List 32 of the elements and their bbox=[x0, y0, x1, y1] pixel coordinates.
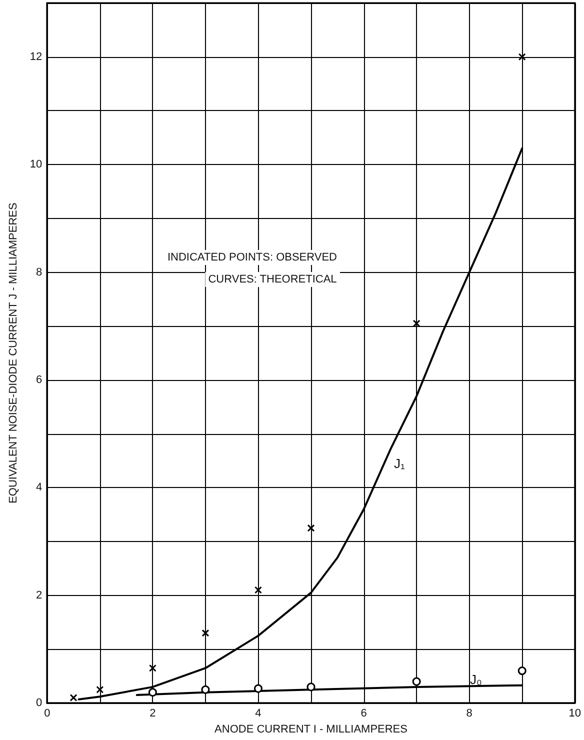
x-tick-label: 6 bbox=[360, 708, 367, 720]
y-tick-label: 8 bbox=[36, 266, 42, 278]
y-tick-label: 6 bbox=[36, 374, 42, 386]
y-tick-label: 4 bbox=[36, 482, 42, 494]
point bbox=[254, 684, 262, 693]
x-tick-label: 8 bbox=[466, 708, 472, 720]
point bbox=[412, 677, 421, 686]
point bbox=[306, 682, 316, 692]
annotation: J₁ bbox=[394, 456, 406, 471]
y-tick-label: 0 bbox=[36, 697, 42, 710]
y-tick-label: 2 bbox=[36, 589, 42, 602]
x-axis-title: ANODE CURRENT I - MILLIAMPERES bbox=[214, 724, 408, 736]
point bbox=[254, 586, 262, 594]
x-tick-label: 4 bbox=[255, 708, 262, 720]
point bbox=[148, 688, 157, 697]
point bbox=[201, 685, 210, 694]
y-tick-label: 10 bbox=[30, 158, 42, 171]
point bbox=[96, 686, 104, 694]
y-tick-label: 12 bbox=[30, 50, 42, 63]
annotation: J₀ bbox=[470, 672, 482, 687]
x-tick-label: 10 bbox=[568, 708, 582, 720]
point bbox=[518, 666, 526, 676]
point bbox=[518, 53, 526, 61]
point bbox=[148, 664, 156, 672]
y-axis-title: EQUIVALENT NOISE-DIODE CURRENT J - MILLIAMPERES bbox=[8, 202, 20, 504]
point bbox=[307, 524, 315, 532]
x-tick-label: 2 bbox=[150, 708, 156, 720]
point bbox=[202, 629, 210, 637]
annotation: INDICATED POINTS: OBSERVED bbox=[167, 252, 338, 264]
x-tick-label: 0 bbox=[44, 708, 50, 720]
annotation: CURVES: THEORETICAL bbox=[208, 274, 337, 286]
point bbox=[70, 694, 78, 702]
